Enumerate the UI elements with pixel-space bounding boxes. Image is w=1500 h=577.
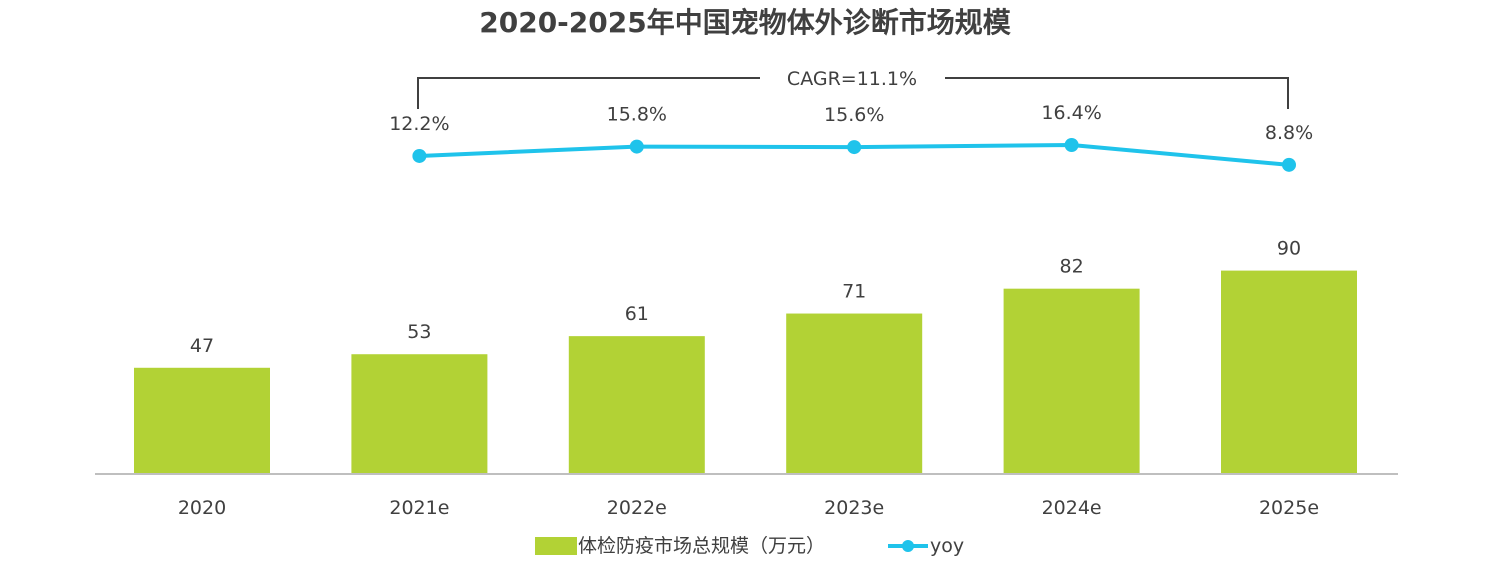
bar-value-label: 61	[625, 303, 649, 325]
x-tick-label: 2022e	[607, 497, 667, 519]
chart-title: 2020-2025年中国宠物体外诊断市场规模	[479, 6, 1011, 39]
yoy-point	[629, 139, 644, 154]
bar	[351, 354, 488, 474]
cagr-bracket-left	[417, 77, 760, 109]
x-tick-label: 2021e	[389, 497, 449, 519]
legend-bar-swatch	[535, 537, 577, 555]
bar	[568, 336, 705, 474]
yoy-value-label: 16.4%	[1041, 102, 1101, 124]
bar	[134, 367, 270, 474]
cagr-label: CAGR=11.1%	[787, 68, 917, 90]
bars-layer: 47 53 61 71 82 90	[134, 238, 1357, 474]
bar	[1003, 288, 1140, 474]
legend-line-label: yoy	[930, 535, 964, 557]
x-tick-label: 2020	[178, 497, 226, 519]
bar	[786, 313, 923, 474]
bar-value-label: 71	[842, 281, 866, 303]
yoy-point	[847, 140, 862, 155]
cagr-annotation: CAGR=11.1%	[417, 68, 1289, 109]
yoy-value-label: 8.8%	[1265, 122, 1313, 144]
yoy-value-label: 12.2%	[389, 113, 449, 135]
x-tick-label: 2025e	[1259, 497, 1319, 519]
cagr-bracket-right	[945, 77, 1289, 109]
yoy-point	[412, 148, 427, 163]
bar-value-label: 82	[1060, 256, 1084, 278]
legend-line-marker	[902, 540, 914, 552]
bar-value-label: 47	[190, 335, 214, 357]
yoy-point	[1064, 138, 1079, 152]
bar-value-label: 90	[1277, 238, 1301, 260]
bar-value-label: 53	[407, 321, 431, 343]
legend: 体检防疫市场总规模（万元） yoy	[535, 535, 964, 557]
yoy-value-label: 15.8%	[607, 104, 667, 126]
yoy-point	[1282, 157, 1296, 172]
x-tick-label: 2024e	[1042, 497, 1102, 519]
bar	[1221, 270, 1357, 474]
yoy-line-layer: 12.2% 15.8% 15.6% 16.4% 8.8%	[389, 102, 1313, 172]
legend-bar-label: 体检防疫市场总规模（万元）	[578, 535, 825, 557]
yoy-value-label: 15.6%	[824, 104, 884, 126]
x-axis: 2020 2021e 2022e 2023e 2024e 2025e	[95, 473, 1398, 519]
x-tick-label: 2023e	[824, 497, 884, 519]
